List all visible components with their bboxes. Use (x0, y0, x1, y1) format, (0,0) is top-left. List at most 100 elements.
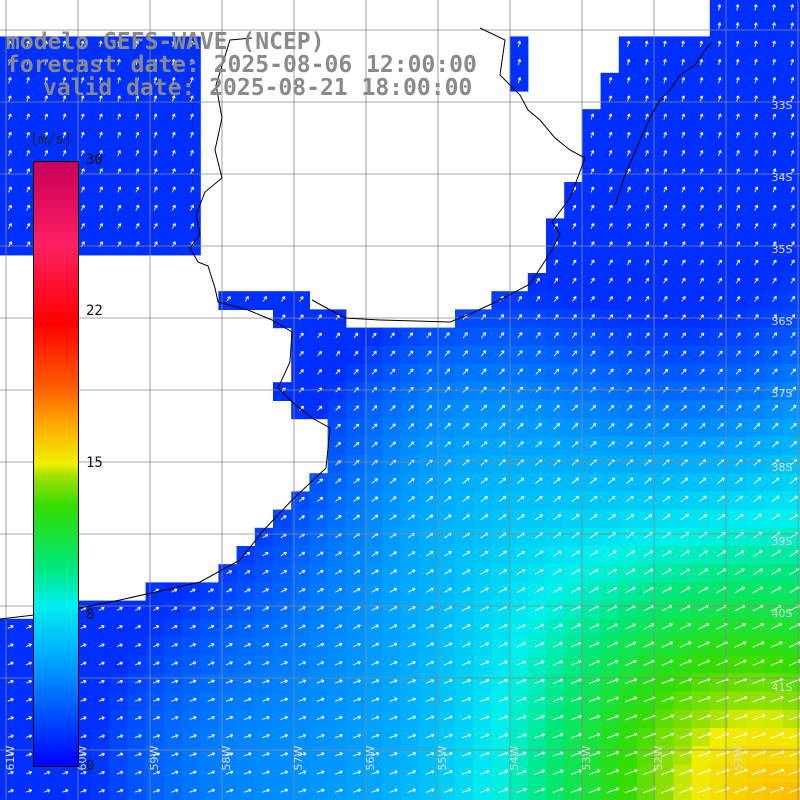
wind-arrow (135, 95, 140, 102)
wind-arrow (552, 550, 562, 557)
wind-arrow (280, 715, 289, 720)
wind-arrow (99, 113, 103, 120)
wind-arrow (625, 568, 636, 575)
wind-arrow (572, 314, 577, 320)
wind-arrow (7, 734, 14, 739)
wind-arrow (353, 551, 361, 557)
wind-arrow (498, 514, 507, 521)
wind-arrow (571, 404, 578, 412)
wind-arrow (44, 770, 51, 775)
wind-arrow (645, 131, 649, 138)
wind-arrow (753, 441, 761, 448)
wind-arrow (80, 734, 87, 739)
wind-arrow (790, 295, 796, 302)
wind-arrow (371, 697, 380, 702)
wind-arrow (589, 623, 600, 630)
latitude-labels: 33S 34S 35S 36S 37S 38S 39S 40S 41S (772, 99, 793, 694)
wind-arrow (626, 204, 631, 211)
wind-arrow (244, 643, 252, 648)
wind-arrow (535, 350, 541, 357)
wind-arrow (735, 22, 740, 29)
wind-arrow (571, 368, 578, 375)
wind-arrow (771, 495, 780, 503)
wind-arrow (715, 732, 730, 739)
wind-arrow (44, 95, 49, 102)
wind-arrow (462, 624, 471, 630)
wind-arrow (681, 95, 686, 102)
wind-arrow (335, 332, 341, 339)
wind-speed-cell (455, 564, 474, 583)
wind-arrow (790, 277, 795, 284)
wind-arrow (207, 661, 215, 666)
wind-arrow (679, 696, 693, 703)
wind-arrow (462, 332, 468, 339)
wind-speed-cell (600, 436, 620, 456)
wind-arrow (190, 131, 194, 138)
wind-arrow (8, 113, 12, 120)
wind-arrow (8, 204, 12, 211)
coastline-north (311, 27, 586, 323)
wind-arrow (553, 477, 561, 484)
wind-arrow (480, 350, 487, 357)
wind-arrow (663, 223, 668, 229)
wind-arrow (717, 150, 722, 157)
wind-arrow (280, 624, 288, 630)
wind-arrow (735, 513, 744, 521)
coastline-east (614, 41, 713, 206)
wind-arrow (753, 58, 758, 66)
wind-arrow (754, 296, 759, 302)
wind-arrow (534, 569, 544, 575)
wind-arrow (717, 77, 722, 84)
valid-date: valid date: 2025-08-21 18:00:00 (43, 75, 473, 101)
wind-arrow (553, 314, 559, 320)
wind-arrow (371, 332, 377, 339)
wind-arrow (99, 131, 103, 138)
wind-arrow (626, 58, 631, 66)
wind-arrow (389, 496, 397, 502)
wind-arrow (26, 204, 31, 211)
wind-arrow (316, 715, 325, 720)
wind-speed-cell (327, 473, 347, 492)
wind-arrow (7, 77, 12, 84)
wind-arrow (571, 350, 578, 357)
wind-arrow (661, 623, 673, 630)
wind-arrow (735, 332, 741, 339)
wind-arrow (225, 661, 233, 666)
wind-arrow (7, 698, 14, 702)
wind-arrow (606, 714, 619, 721)
wind-arrow (244, 661, 252, 666)
wind-arrow (552, 641, 563, 648)
wind-arrow (552, 751, 564, 757)
wind-arrow (662, 477, 671, 484)
wind-arrow (498, 441, 506, 448)
wind-arrow (516, 769, 527, 775)
wind-arrow (153, 150, 158, 157)
forecast-date: forecast date: 2025-08-06 12:00:00 (6, 52, 477, 78)
wind-arrow (8, 95, 12, 102)
wind-arrow (425, 514, 434, 521)
wind-arrow (371, 661, 380, 666)
wind-arrow (153, 186, 158, 193)
wind-speed-cell (418, 436, 438, 456)
wind-arrow (407, 788, 417, 793)
wind-arrow (552, 660, 563, 666)
wind-arrow (99, 186, 103, 193)
wind-arrow (117, 186, 122, 193)
wind-arrow (389, 715, 398, 721)
wind-arrow (571, 568, 581, 575)
wind-arrow (681, 40, 685, 48)
wind-arrow (553, 441, 561, 448)
wind-arrow (316, 496, 324, 502)
wind-arrow (661, 732, 675, 739)
latitude-label: 34S (772, 171, 793, 184)
coastline (0, 37, 331, 620)
wind-arrow (262, 570, 269, 575)
wind-arrow (262, 715, 270, 720)
wind-arrow (697, 696, 711, 703)
wind-arrow (425, 697, 435, 702)
wind-speed-cell (509, 473, 529, 492)
wind-arrow (571, 550, 581, 557)
wind-arrow (426, 459, 433, 466)
wind-arrow (772, 223, 777, 229)
wind-arrow (99, 95, 103, 102)
